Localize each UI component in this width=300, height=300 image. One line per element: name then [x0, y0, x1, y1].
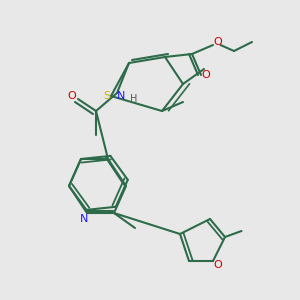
Text: O: O	[68, 91, 76, 101]
Text: S: S	[103, 91, 110, 101]
Text: O: O	[201, 70, 210, 80]
Text: N: N	[117, 91, 126, 101]
Text: O: O	[213, 37, 222, 47]
Text: N: N	[80, 214, 88, 224]
Text: H: H	[130, 94, 137, 104]
Text: O: O	[213, 260, 222, 271]
